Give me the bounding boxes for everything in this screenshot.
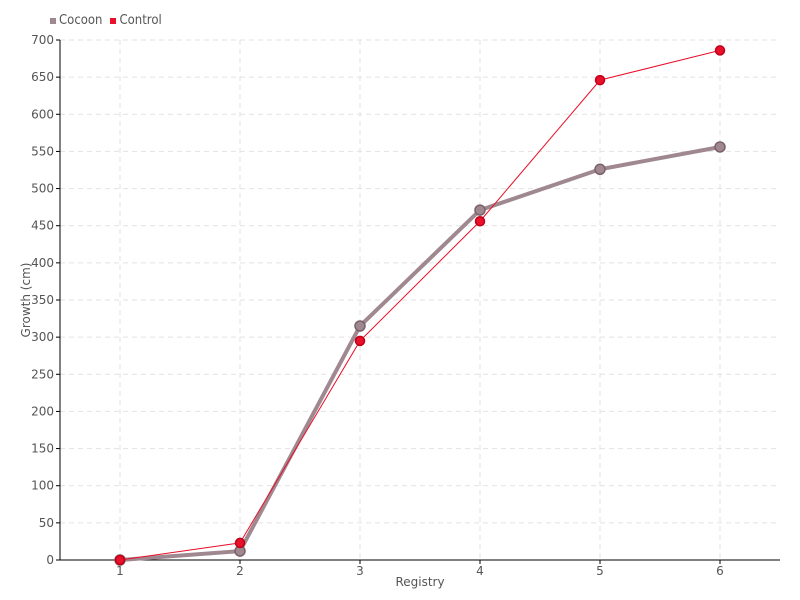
data-point-control	[474, 216, 486, 227]
data-point-cocoon	[714, 141, 726, 153]
y-tick-label: 700	[31, 33, 54, 47]
series-line-cocoon	[119, 145, 721, 562]
y-tick-label: 450	[31, 219, 54, 233]
x-tick-label: 3	[356, 564, 364, 578]
data-point-control	[594, 74, 606, 86]
y-tick-label: 200	[31, 404, 54, 418]
y-tick-label: 650	[31, 70, 54, 84]
legend-item-cocoon[interactable]: Cocoon	[50, 13, 102, 28]
legend-label-cocoon: Cocoon	[59, 13, 103, 28]
axes: 0 50 100 150 200 250 300 350 400 450 500 550 600 650 7…	[31, 33, 780, 578]
x-tick-label: 6	[716, 564, 724, 578]
legend-swatch-control	[110, 18, 117, 24]
y-tick-label: 350	[31, 293, 54, 307]
y-tick-label: 300	[31, 330, 54, 344]
x-tick-label: 4	[476, 564, 484, 578]
legend-label-control: Control	[119, 13, 162, 28]
y-tick-label: 0	[46, 553, 54, 567]
data-point-control	[714, 45, 726, 56]
y-axis-label: Growth (cm)	[19, 263, 33, 338]
y-tick-label: 250	[31, 367, 54, 381]
data-point-control	[234, 537, 246, 549]
data-point-control	[354, 335, 366, 347]
grid	[60, 39, 780, 560]
y-tick-label: 100	[31, 479, 54, 493]
legend-item-control[interactable]: Control	[110, 13, 162, 28]
data-point-control	[114, 554, 126, 566]
y-tick-label: 50	[39, 516, 54, 530]
y-tick-label: 400	[31, 256, 54, 270]
legend: Cocoon Control	[50, 13, 162, 28]
legend-swatch-cocoon	[50, 18, 56, 24]
y-tick-label: 600	[31, 107, 54, 121]
data-point-cocoon	[594, 163, 606, 176]
x-axis-label: Registry	[395, 575, 444, 589]
x-tick-label: 1	[116, 564, 124, 578]
y-tick-label: 550	[31, 144, 54, 158]
x-tick-label: 2	[236, 564, 244, 578]
y-tick-label: 500	[31, 182, 54, 196]
x-tick-label: 5	[596, 564, 604, 578]
series-line-control	[119, 49, 721, 561]
data-point-cocoon	[474, 204, 486, 216]
series-layer	[114, 45, 726, 566]
data-point-cocoon	[354, 320, 366, 332]
y-tick-label: 150	[31, 442, 54, 456]
